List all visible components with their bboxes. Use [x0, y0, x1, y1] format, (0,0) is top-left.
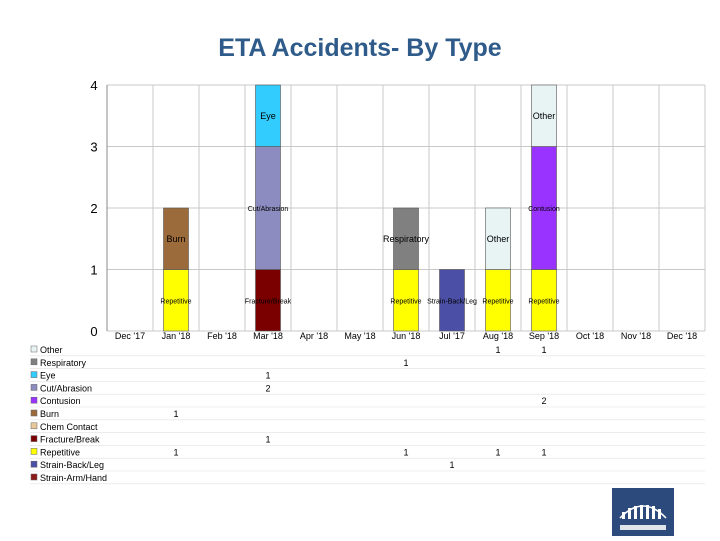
- bar-label: Contusion: [528, 206, 560, 213]
- table-value: 1: [541, 447, 546, 457]
- table-value: 1: [265, 371, 270, 381]
- legend-label: Respiratory: [40, 358, 87, 368]
- bar-segment: [393, 207, 419, 270]
- bar-segment: [531, 84, 557, 147]
- legend-label: Fracture/Break: [40, 435, 100, 445]
- legend-swatch: [30, 409, 38, 417]
- x-tick-label: Dec '18: [667, 331, 697, 341]
- table-value: 1: [449, 460, 454, 470]
- bar-label: Repetitive: [160, 298, 191, 305]
- legend-label: Eye: [40, 371, 56, 381]
- bar-label: Burn: [166, 234, 185, 244]
- berkeley-lab-logo: [612, 488, 674, 536]
- table-value: 1: [403, 358, 408, 368]
- legend-label: Strain-Arm/Hand: [40, 473, 107, 483]
- legend-label: Burn: [40, 409, 59, 419]
- bar-segment: [255, 146, 281, 270]
- y-tick-label: 4: [90, 78, 97, 93]
- legend-swatch: [30, 396, 38, 404]
- berkeley-lab-logo-icon: [618, 505, 668, 532]
- legend-swatch: [30, 345, 38, 353]
- x-tick-label: May '18: [344, 331, 375, 341]
- table-value: 1: [173, 447, 178, 457]
- x-tick-label: Dec '17: [115, 331, 145, 341]
- table-value: 1: [495, 345, 500, 355]
- bar-label: Eye: [260, 111, 276, 121]
- legend-swatch: [30, 358, 38, 366]
- legend-label: Strain-Back/Leg: [40, 460, 104, 470]
- x-tick-label: Aug '18: [483, 331, 513, 341]
- table-value: 2: [265, 383, 270, 393]
- bar-label: Cut/Abrasion: [248, 206, 289, 213]
- bar-label: Repetitive: [528, 298, 559, 305]
- bar-segment: [163, 207, 189, 270]
- legend-label: Cut/Abrasion: [40, 383, 92, 393]
- x-tick-label: Mar '18: [253, 331, 283, 341]
- table-value: 1: [495, 447, 500, 457]
- bar-label: Repetitive: [482, 298, 513, 305]
- x-tick-label: Apr '18: [300, 331, 328, 341]
- table-value: 1: [173, 409, 178, 419]
- bar-segment: [255, 269, 281, 332]
- x-tick-label: Jan '18: [162, 331, 191, 341]
- legend-swatch: [30, 448, 38, 455]
- legend-swatch: [30, 460, 38, 468]
- table-value: 2: [541, 396, 546, 406]
- bar-label: Other: [487, 234, 510, 244]
- bar-label: Repetitive: [390, 298, 421, 305]
- table-value: 1: [403, 447, 408, 457]
- bar-segment: [485, 207, 511, 270]
- bar-label: Respiratory: [383, 234, 430, 244]
- legend-swatch: [30, 422, 38, 430]
- bar-label: Fracture/Break: [245, 298, 292, 305]
- bar-segment: [163, 269, 189, 332]
- bar-label: Other: [533, 111, 556, 121]
- chart-title: ETA Accidents- By Type: [218, 34, 502, 62]
- legend-label: Chem Contact: [40, 422, 98, 432]
- bar-segment: [439, 269, 465, 332]
- legend-swatch: [30, 473, 38, 481]
- legend-swatch: [30, 384, 38, 391]
- y-tick-label: 1: [90, 263, 97, 278]
- x-tick-label: Oct '18: [576, 331, 604, 341]
- x-tick-label: Jun '18: [392, 331, 421, 341]
- bar-segment: [485, 269, 511, 332]
- y-tick-label: 3: [90, 140, 97, 155]
- bar-segment: [255, 84, 281, 147]
- y-tick-label: 0: [90, 324, 97, 339]
- x-tick-label: Nov '18: [621, 331, 651, 341]
- x-tick-label: Sep '18: [529, 331, 559, 341]
- table-value: 1: [541, 345, 546, 355]
- legend-label: Repetitive: [40, 447, 80, 457]
- x-tick-label: Feb '18: [207, 331, 237, 341]
- legend-swatch: [30, 371, 38, 378]
- legend-label: Other: [40, 345, 63, 355]
- legend-swatch: [30, 435, 38, 442]
- x-tick-label: Jul '17: [439, 331, 465, 341]
- legend-label: Contusion: [40, 396, 81, 406]
- table-value: 1: [265, 435, 270, 445]
- bar-segment: [393, 269, 419, 332]
- y-tick-label: 2: [90, 201, 97, 216]
- bar-label: Strain-Back/Leg: [427, 298, 477, 305]
